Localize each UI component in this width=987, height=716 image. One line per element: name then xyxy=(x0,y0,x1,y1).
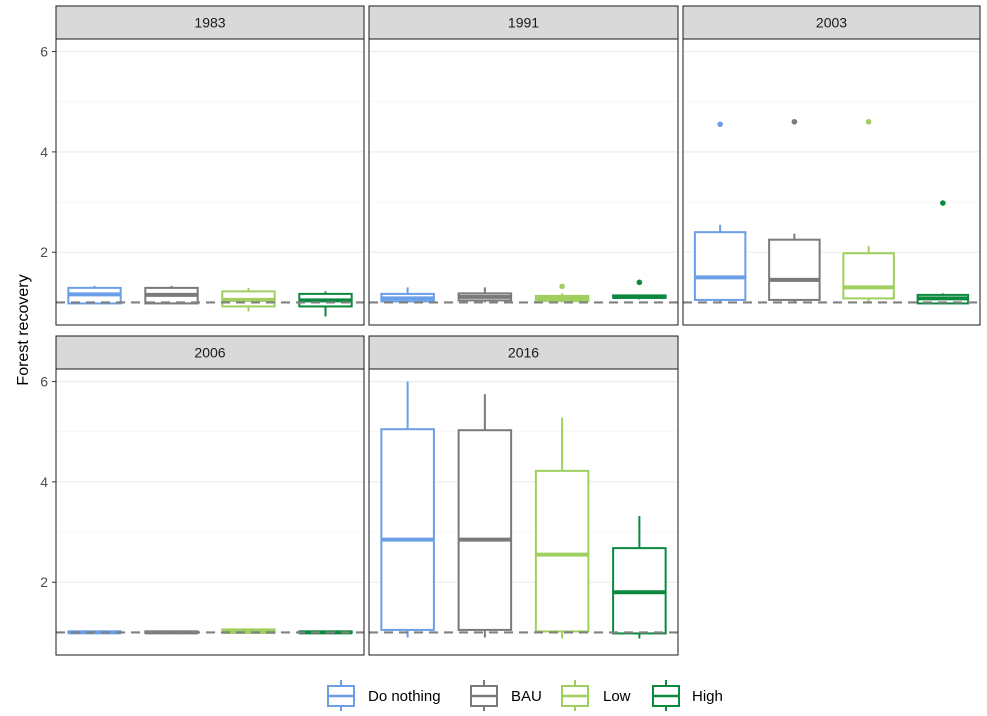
axis-layer: Forest recovery xyxy=(15,274,32,385)
panel-border xyxy=(368,38,679,326)
facet-panel-1983: 1983 2 4 6 xyxy=(40,5,365,326)
legend: Do nothing BAU Low High xyxy=(327,680,723,712)
facet-panel-1991: 1991 xyxy=(368,5,679,326)
box-iqr xyxy=(534,469,590,633)
outlier-point xyxy=(865,118,872,125)
panel-border xyxy=(55,368,365,656)
panel-border xyxy=(368,368,679,656)
box-low xyxy=(534,417,590,639)
y-tick-label: 4 xyxy=(40,144,48,160)
facet-strip xyxy=(368,335,679,370)
panel-background xyxy=(56,39,364,325)
outlier-point xyxy=(791,118,798,125)
panel-border xyxy=(55,38,365,326)
facet-strip-label: 2006 xyxy=(194,345,225,361)
box-iqr xyxy=(768,238,821,301)
y-tick-label: 6 xyxy=(40,374,48,390)
facet-strip-label: 1991 xyxy=(508,15,539,31)
facet-strip xyxy=(55,335,365,370)
box-high xyxy=(612,279,667,300)
facet-strip xyxy=(55,5,365,40)
legend-item-low: Low xyxy=(561,680,631,712)
facet-panel-2003: 2003 xyxy=(682,5,981,326)
box-iqr xyxy=(693,231,747,301)
facet-strip-label: 2003 xyxy=(816,15,847,31)
legend-label: High xyxy=(692,688,723,705)
box-bau xyxy=(457,287,513,303)
box-bau xyxy=(457,394,513,638)
box-iqr xyxy=(380,428,435,631)
facet-panel-2016: 2016 xyxy=(368,335,679,656)
facet-strip xyxy=(682,5,981,40)
box-low xyxy=(221,287,276,312)
outlier-point xyxy=(717,121,723,128)
facet-strip-label: 2016 xyxy=(508,345,539,361)
panel-background xyxy=(56,369,364,655)
box-do-nothing xyxy=(693,121,747,303)
facet-strip-label: 1983 xyxy=(194,15,225,31)
legend-item-high: High xyxy=(652,680,723,712)
legend-label: Low xyxy=(603,688,631,705)
outlier-point xyxy=(636,279,643,286)
box-do-nothing xyxy=(380,381,435,638)
legend-label: Do nothing xyxy=(368,688,441,705)
panel-background xyxy=(369,39,678,325)
y-tick-label: 4 xyxy=(40,474,48,490)
panel-border xyxy=(682,38,981,326)
y-tick-label: 6 xyxy=(40,44,48,60)
box-bau xyxy=(768,118,821,303)
facet-panel-2006: 2006 2 4 6 xyxy=(40,335,365,656)
facet-strip xyxy=(368,5,679,40)
box-iqr xyxy=(842,252,895,300)
box-do-nothing xyxy=(67,285,122,305)
box-low xyxy=(534,283,590,303)
legend-label: BAU xyxy=(511,688,542,705)
box-iqr xyxy=(457,429,513,631)
y-tick-label: 2 xyxy=(40,244,48,260)
legend-item-do-nothing: Do nothing xyxy=(327,680,441,712)
outlier-point xyxy=(940,200,946,206)
box-low xyxy=(842,118,895,303)
panels-layer: 1983 2 4 6 1991 2003 2006 2 4 6 2016 xyxy=(40,5,981,656)
legend-item-bau: BAU xyxy=(470,680,542,712)
y-tick-label: 2 xyxy=(40,574,48,590)
y-axis-title: Forest recovery xyxy=(15,274,32,385)
box-bau xyxy=(144,285,199,305)
outlier-point xyxy=(559,283,565,290)
box-low xyxy=(221,628,276,634)
